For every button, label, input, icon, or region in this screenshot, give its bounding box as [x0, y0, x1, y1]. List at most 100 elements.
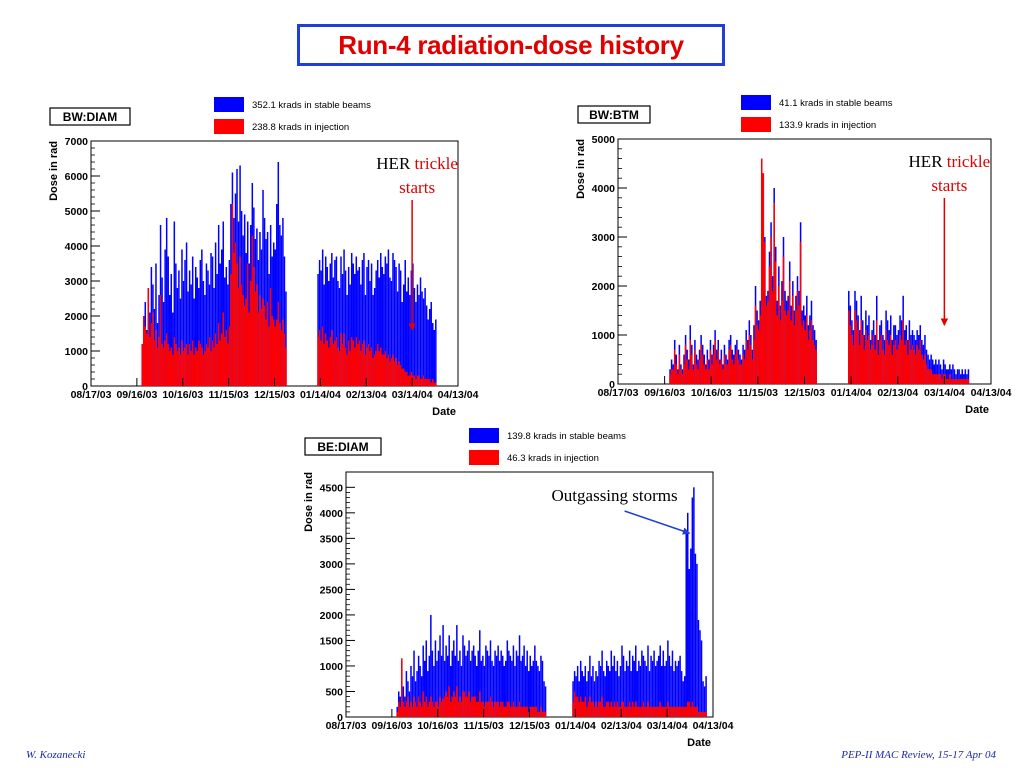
bar-injection — [457, 701, 460, 717]
bar-injection — [190, 351, 192, 386]
bar-injection — [700, 711, 703, 717]
bar-stable — [430, 614, 432, 717]
bar-injection — [523, 706, 525, 717]
bar-injection — [543, 711, 545, 717]
bar-stable — [179, 298, 182, 386]
bar-stable — [604, 676, 606, 717]
bar-injection — [657, 706, 660, 717]
bar-injection — [679, 706, 681, 717]
bar-injection — [605, 701, 608, 717]
bar-injection — [466, 696, 469, 717]
bar-injection — [715, 359, 718, 384]
y-tick-label: 3000 — [65, 276, 89, 288]
bar-stable — [544, 686, 547, 718]
bar-injection — [396, 365, 399, 386]
bar-injection — [622, 701, 625, 717]
bar-stable — [670, 665, 672, 717]
x-tick-label: 11/15/03 — [463, 720, 503, 732]
bar-injection — [182, 351, 185, 386]
bar-injection — [280, 330, 283, 386]
bar-injection — [616, 701, 619, 717]
bar-injection — [674, 706, 677, 717]
bar-injection — [285, 347, 287, 386]
bar-stable — [534, 645, 536, 717]
bar-injection — [384, 351, 387, 386]
bar-stable — [331, 253, 333, 386]
bar-stable — [196, 277, 199, 386]
bar-stable — [344, 270, 347, 386]
bar-stable — [207, 270, 209, 386]
bar-injection — [964, 379, 967, 384]
bar-stable — [705, 676, 707, 717]
bar-injection — [781, 300, 783, 384]
bar-stable — [190, 284, 192, 386]
y-tick-label: 1500 — [320, 635, 344, 647]
bar-stable — [178, 270, 180, 386]
bar-stable — [285, 291, 287, 386]
bar-stable — [188, 270, 191, 386]
bar-injection — [240, 284, 243, 386]
bar-stable — [373, 288, 376, 386]
bar-injection — [492, 706, 495, 717]
x-tick-label: 03/14/04 — [392, 389, 433, 401]
bar-injection — [196, 351, 199, 386]
bar-injection — [425, 379, 428, 386]
bar-injection — [416, 706, 418, 717]
bar-injection — [337, 347, 339, 386]
bar-injection — [491, 701, 493, 717]
bar-injection — [939, 374, 942, 384]
bar-injection — [694, 349, 696, 384]
bar-injection — [477, 701, 480, 717]
bar-injection — [745, 339, 747, 384]
bar-injection — [959, 379, 962, 384]
bar-injection — [279, 323, 281, 386]
bar-injection — [410, 372, 413, 386]
bar-stable — [338, 288, 341, 386]
bar-injection — [416, 375, 419, 386]
bar-injection — [521, 706, 524, 717]
bar-injection — [243, 305, 246, 386]
bar-injection — [854, 310, 856, 384]
bar-stable — [265, 239, 267, 386]
bar-injection — [245, 298, 247, 386]
bar-injection — [737, 359, 740, 384]
bar-injection — [880, 335, 883, 384]
x-tick-label: 10/16/03 — [162, 389, 203, 401]
bar-stable — [463, 645, 466, 717]
bar-stable — [181, 249, 183, 386]
bar-injection — [916, 344, 918, 384]
legend-text-stable: 352.1 krads in stable beams — [252, 100, 371, 111]
bar-injection — [691, 701, 694, 717]
bar-stable — [346, 295, 348, 386]
bar-injection — [228, 326, 231, 386]
bar-injection — [425, 696, 428, 717]
bar-injection — [408, 706, 411, 717]
bar-stable — [524, 665, 527, 717]
bar-stable — [690, 548, 692, 717]
bar-injection — [612, 706, 614, 717]
bar-stable — [676, 665, 678, 717]
bar-injection — [857, 330, 859, 384]
legend-swatch-stable — [741, 95, 771, 110]
bar-stable — [581, 671, 583, 717]
bar-injection — [787, 310, 789, 384]
bar-injection — [170, 347, 173, 386]
legend-swatch-stable — [469, 428, 499, 443]
bar-stable — [198, 288, 200, 386]
bar-injection — [759, 315, 761, 384]
bar-injection — [702, 711, 704, 717]
x-tick-label: 12/15/03 — [509, 720, 550, 732]
bar-stable — [427, 671, 429, 717]
bar-injection — [514, 706, 516, 717]
bar-injection — [897, 344, 900, 384]
bar-injection — [360, 351, 362, 386]
bar-injection — [329, 337, 332, 386]
bar-stable — [185, 242, 188, 386]
bar-stable — [639, 665, 642, 717]
legend-text-injection: 46.3 krads in injection — [507, 453, 599, 464]
bar-stable — [694, 553, 697, 717]
bar-injection — [615, 706, 617, 717]
bar-injection — [475, 701, 478, 717]
bar-stable — [214, 242, 217, 386]
bar-stable — [175, 263, 177, 386]
